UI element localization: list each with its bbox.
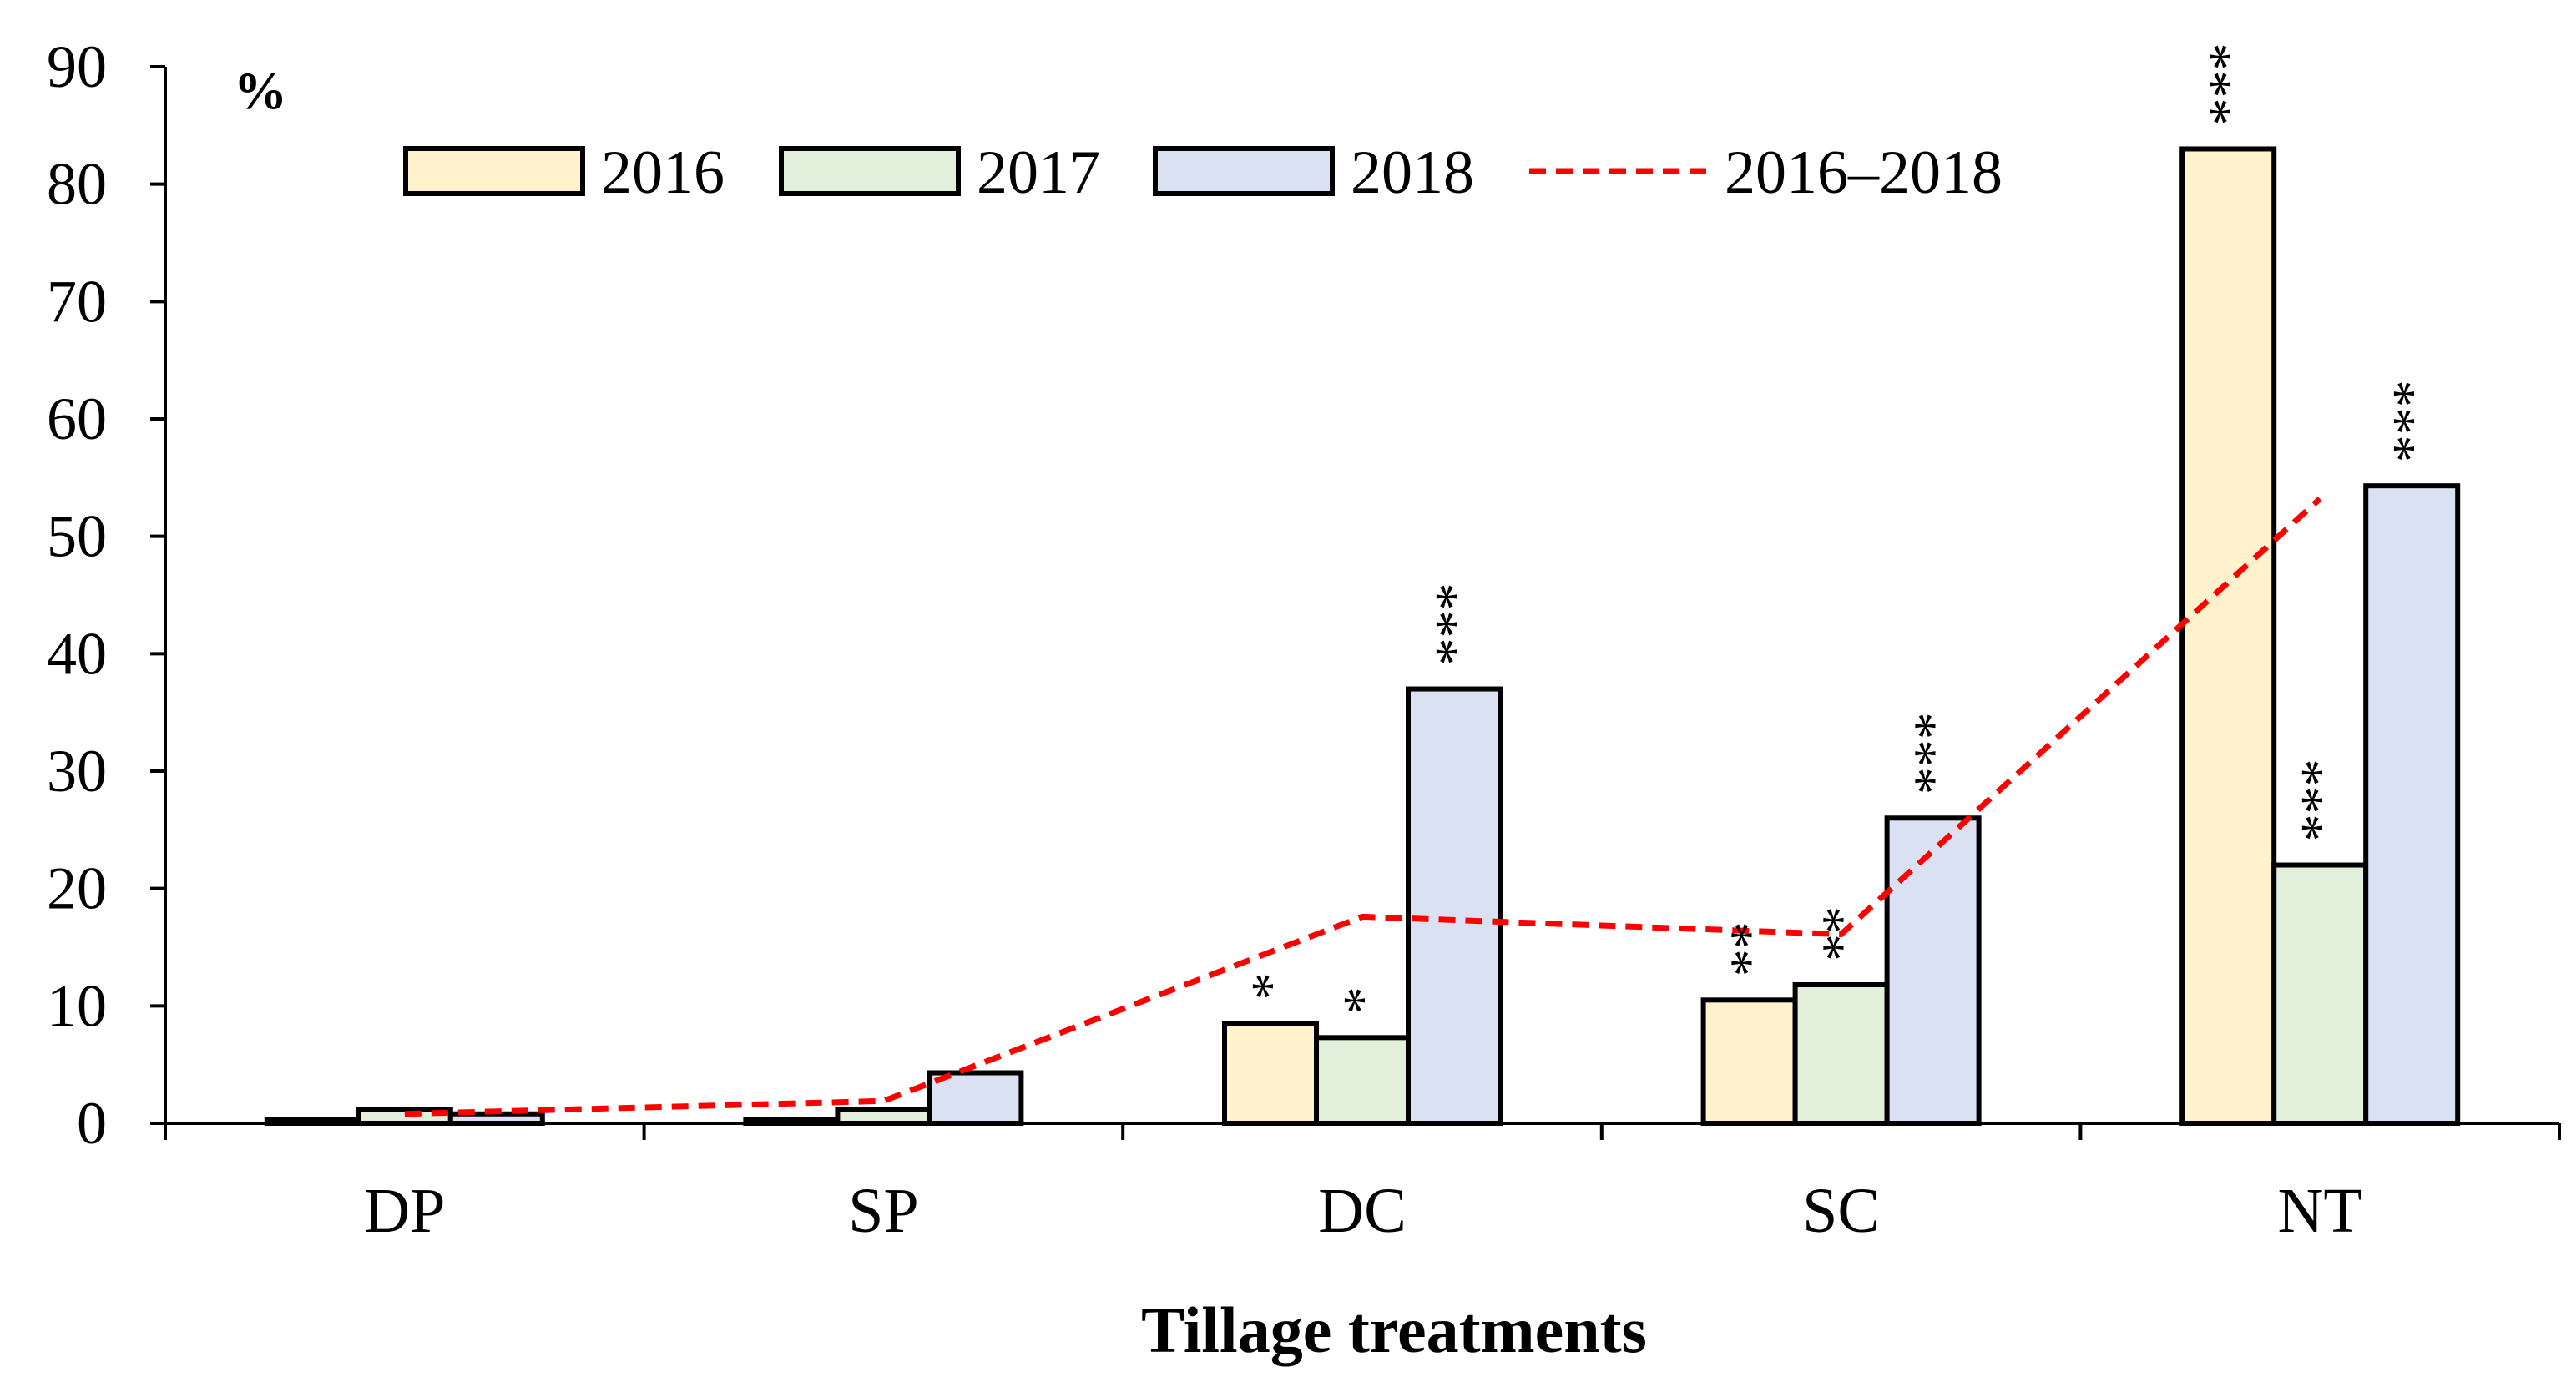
significance-marker: ***: [2382, 380, 2442, 462]
bar-2016-DP: [264, 1117, 361, 1127]
significance-marker: ***: [2198, 43, 2259, 125]
bar-2018-SC: [1884, 815, 1982, 1126]
legend-label-line: 2016–2018: [1725, 139, 2003, 207]
legend-label-2017: 2017: [977, 139, 1100, 207]
bar-2018-NT: [2363, 483, 2461, 1126]
bar-2018-SP: [927, 1070, 1024, 1126]
bar-2018-DC: [1406, 686, 1503, 1126]
y-tick-label: 90: [47, 33, 107, 100]
bar-2017-DC: [1314, 1035, 1411, 1127]
y-tick-label: 80: [47, 151, 107, 218]
significance-marker: ***: [2290, 759, 2351, 842]
bar-2018-DP: [447, 1111, 545, 1127]
significance-marker: **: [1720, 921, 1780, 976]
bar-2017-SP: [835, 1107, 932, 1126]
axes: 0 10 20 30 40 50 60 70 80 90 DP SP DC SC NT: [47, 33, 2561, 1246]
x-tick-label: DC: [1318, 1176, 1407, 1246]
legend-swatch-2017: [779, 146, 961, 196]
x-tick-label: SC: [1802, 1176, 1880, 1246]
y-tick-label: 60: [47, 386, 107, 452]
significance-markers: *********************: [1240, 43, 2442, 1014]
line-2016–2018: [404, 497, 2322, 1117]
bar-2016-NT: [2179, 146, 2277, 1126]
y-tick-label: 0: [77, 1090, 107, 1157]
significance-marker: ***: [1424, 583, 1485, 666]
y-tick-label: 40: [47, 620, 107, 687]
significance-marker: **: [1811, 906, 1872, 961]
significance-marker: *: [1332, 986, 1393, 1014]
y-unit-label: %: [234, 61, 287, 120]
x-tick-label: SP: [848, 1176, 919, 1246]
legend-swatch-2016: [403, 146, 585, 196]
y-tick-label: 10: [47, 972, 107, 1039]
legend-swatch-2018: [1153, 146, 1335, 196]
significance-marker: ***: [1903, 712, 1964, 794]
bar-2016-SC: [1700, 997, 1798, 1127]
bar-2016-SP: [743, 1117, 841, 1127]
x-axis-title: Tillage treatments: [1141, 1294, 1647, 1366]
y-tick-label: 20: [47, 855, 107, 922]
bars: [264, 146, 2461, 1127]
y-tick-label: 50: [47, 503, 107, 570]
y-tick-label: 70: [47, 268, 107, 335]
legend: 2016 2017 2018 2016–2018: [403, 139, 2003, 207]
bar-2017-NT: [2271, 862, 2369, 1126]
legend-label-2018: 2018: [1351, 139, 1474, 207]
legend-label-2016: 2016: [601, 139, 725, 207]
bar-2016-DC: [1222, 1021, 1319, 1127]
trend-line: [404, 497, 2322, 1117]
bar-2017-SC: [1792, 982, 1890, 1126]
y-tick-label: 30: [47, 738, 107, 805]
x-tick-label: NT: [2278, 1176, 2362, 1246]
significance-marker: *: [1240, 972, 1301, 1000]
x-tick-label: DP: [364, 1176, 445, 1246]
